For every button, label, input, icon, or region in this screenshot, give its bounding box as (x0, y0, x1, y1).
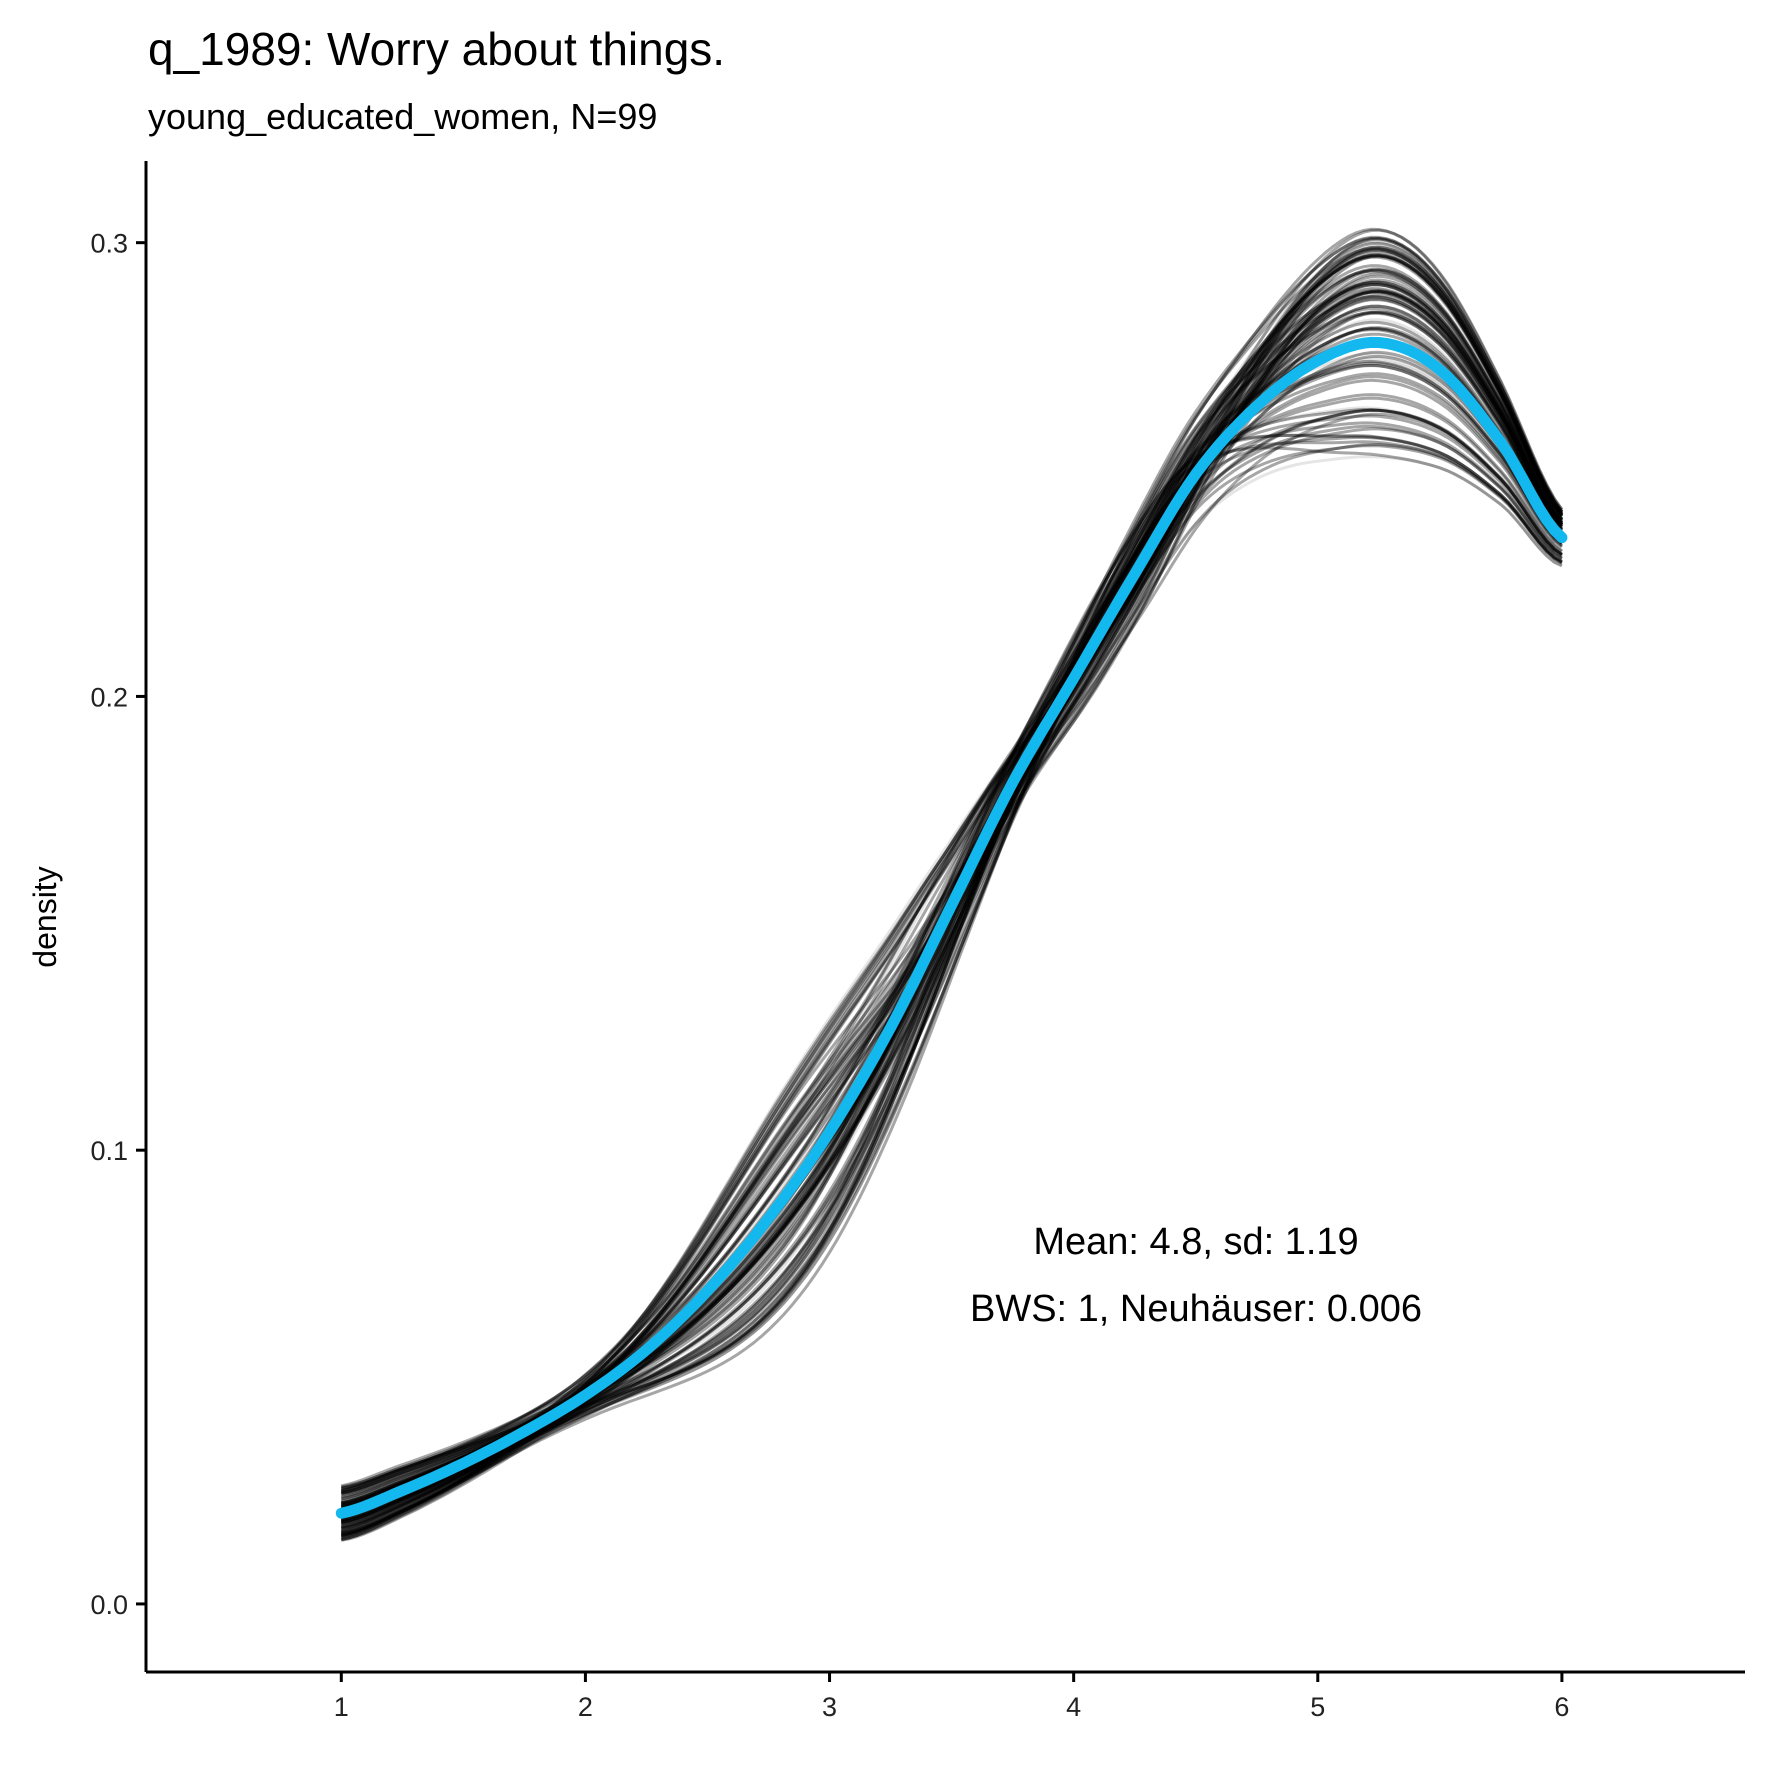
bootstrap-line (340, 328, 1563, 1488)
bootstrap-line (340, 236, 1564, 1538)
annotation-bws-neuhauser: BWS: 1, Neuhäuser: 0.006 (970, 1288, 1422, 1330)
bootstrap-line (341, 254, 1564, 1526)
y-tick-label: 0.1 (90, 1136, 128, 1166)
chart-subtitle: young_educated_women, N=99 (148, 96, 658, 137)
bootstrap-line (341, 253, 1564, 1522)
bootstrap-line (340, 435, 1563, 1534)
bootstrap-density-lines (340, 227, 1564, 1542)
bootstrap-line (341, 427, 1563, 1542)
bootstrap-line (341, 268, 1564, 1522)
bootstrap-line (340, 444, 1563, 1530)
bootstrap-line (341, 304, 1564, 1538)
bootstrap-line (340, 408, 1563, 1517)
x-tick-label: 3 (822, 1692, 837, 1722)
y-tick-label: 0.2 (90, 682, 128, 712)
y-tick-label: 0.0 (90, 1590, 128, 1620)
chart-title: q_1989: Worry about things. (148, 23, 726, 75)
bootstrap-line (340, 269, 1564, 1493)
bootstrap-line (340, 433, 1563, 1537)
bootstrap-line (340, 359, 1563, 1542)
bootstrap-line (340, 290, 1564, 1495)
bootstrap-line (340, 247, 1564, 1522)
bootstrap-line (340, 424, 1563, 1493)
x-axis-ticks: 1 2 3 4 5 6 (334, 1672, 1569, 1722)
bootstrap-line (341, 290, 1564, 1536)
bootstrap-line (340, 414, 1563, 1528)
bootstrap-line (340, 286, 1564, 1505)
mean-density-line (335, 336, 1568, 1519)
bootstrap-line (340, 393, 1563, 1531)
x-tick-label: 5 (1310, 1692, 1325, 1722)
bootstrap-line (340, 406, 1563, 1499)
y-axis-label: density (27, 866, 63, 967)
bootstrap-line (340, 440, 1563, 1537)
x-tick-label: 6 (1554, 1692, 1569, 1722)
bootstrap-line (341, 350, 1563, 1535)
bootstrap-line (340, 282, 1564, 1526)
bootstrap-line (341, 359, 1563, 1530)
x-tick-label: 4 (1066, 1692, 1081, 1722)
bootstrap-line (341, 372, 1563, 1524)
y-axis-ticks: 0.0 0.1 0.2 0.3 (90, 229, 146, 1620)
bootstrap-line (340, 311, 1563, 1492)
bootstrap-line (341, 283, 1564, 1524)
x-tick-label: 1 (334, 1692, 349, 1722)
bootstrap-line (340, 455, 1563, 1526)
bootstrap-line (341, 280, 1564, 1529)
y-tick-label: 0.3 (90, 229, 128, 259)
bootstrap-line (340, 446, 1563, 1520)
x-tick-label: 2 (578, 1692, 593, 1722)
bootstrap-line (340, 280, 1564, 1516)
bootstrap-line (340, 304, 1564, 1514)
bootstrap-line (341, 268, 1564, 1493)
bootstrap-line (340, 241, 1564, 1490)
annotation-mean-sd: Mean: 4.8, sd: 1.19 (1033, 1221, 1358, 1263)
bootstrap-line (340, 363, 1563, 1539)
bootstrap-line (340, 295, 1564, 1510)
